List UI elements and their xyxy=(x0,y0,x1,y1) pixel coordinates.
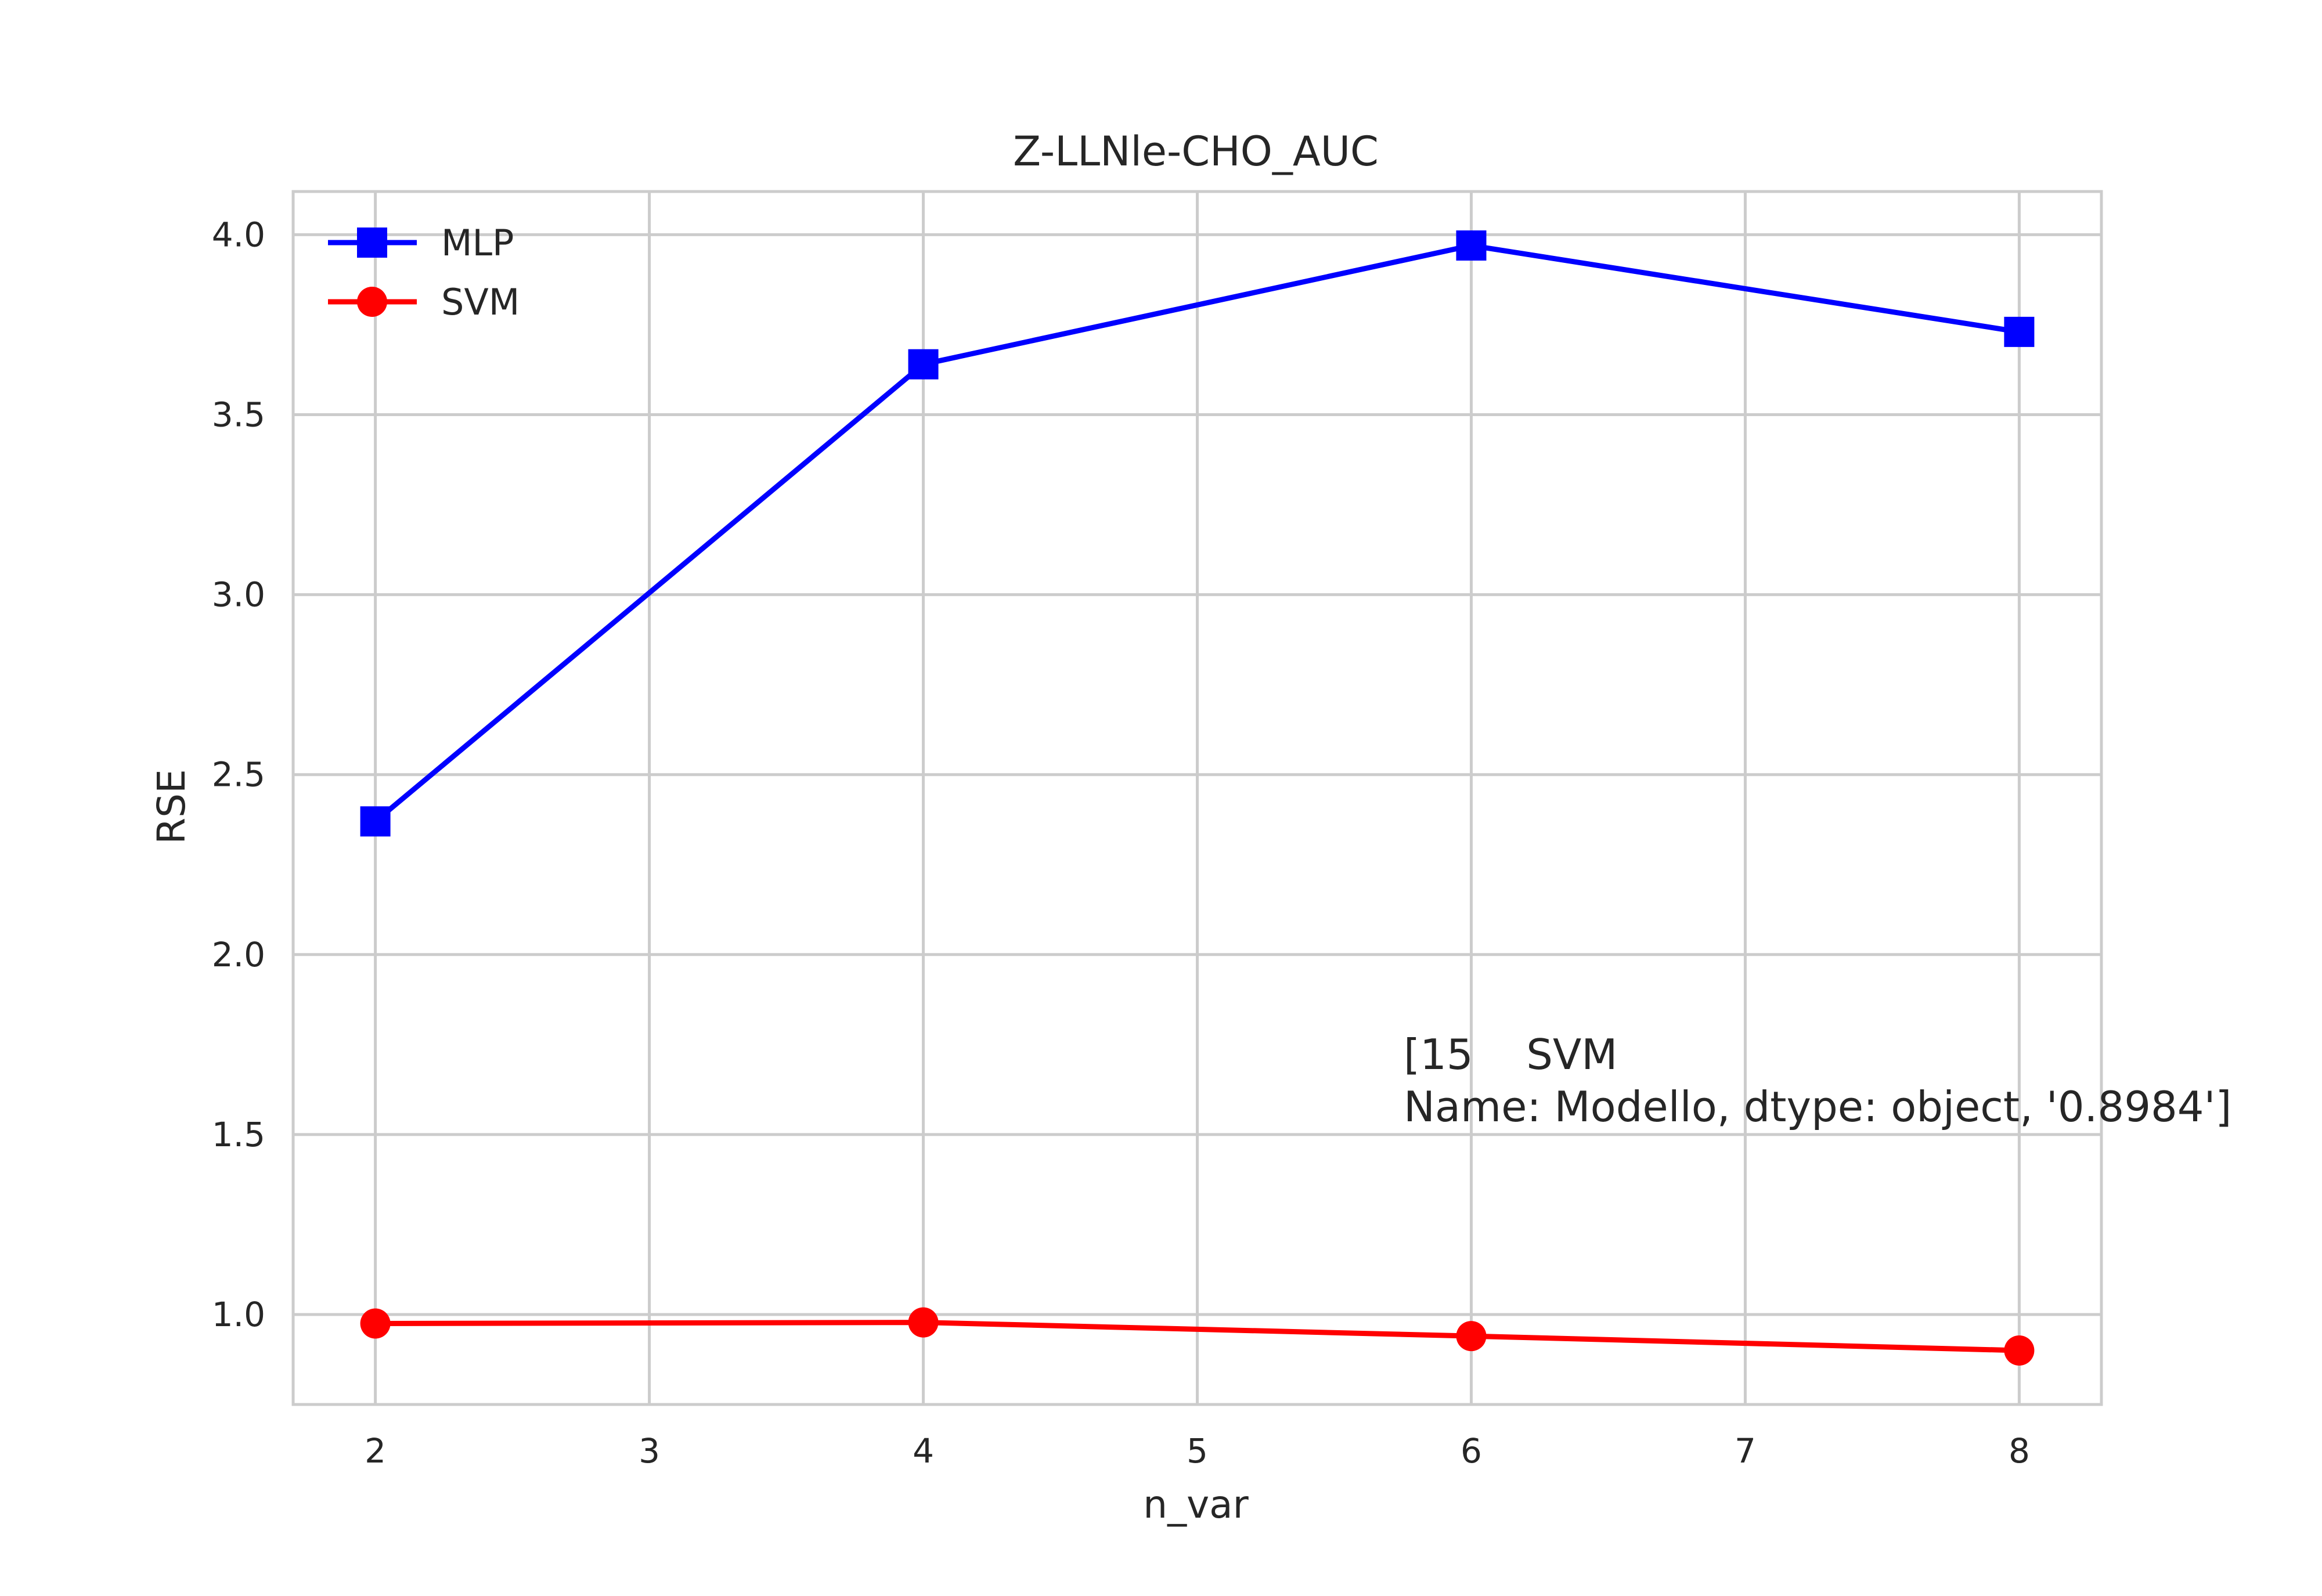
chart-title: Z-LLNle-CHO_AUC xyxy=(1013,128,1379,175)
x-axis-label: n_var xyxy=(1143,1482,1249,1527)
y-tick-label: 2.0 xyxy=(212,935,265,974)
x-tick-label: 2 xyxy=(365,1431,386,1471)
data-point-mlp xyxy=(908,349,939,380)
legend-label-svm: SVM xyxy=(441,281,520,323)
x-tick-label: 7 xyxy=(1735,1431,1756,1471)
data-point-mlp xyxy=(1456,230,1487,261)
annotation-line-2: Name: Modello, dtype: object, '0.8984'] xyxy=(1404,1082,2232,1131)
data-point-mlp xyxy=(360,806,391,837)
legend-mlp-marker xyxy=(357,228,387,258)
y-tick-label: 4.0 xyxy=(212,215,265,254)
series-line-mlp xyxy=(373,243,2020,824)
x-tick-label: 8 xyxy=(2009,1431,2030,1471)
x-tick-label: 3 xyxy=(639,1431,660,1471)
series-line-svm xyxy=(375,1320,2020,1353)
legend: MLP SVM xyxy=(328,222,520,323)
x-tick-label: 6 xyxy=(1461,1431,1482,1471)
data-point-svm xyxy=(360,1308,391,1339)
y-tick-label: 2.5 xyxy=(212,755,265,795)
x-tick-label: 4 xyxy=(913,1431,934,1471)
y-tick-label: 1.5 xyxy=(212,1115,265,1154)
y-tick-label: 1.0 xyxy=(212,1295,265,1334)
annotation-line-1: [15 SVM xyxy=(1404,1030,1617,1079)
plot-frame xyxy=(291,190,2103,1406)
data-point-svm xyxy=(908,1307,939,1338)
series xyxy=(360,230,2035,1366)
data-point-svm xyxy=(1456,1321,1487,1352)
y-axis-label: RSE xyxy=(149,769,194,844)
data-point-mlp xyxy=(2004,316,2035,347)
y-tick-label: 3.5 xyxy=(212,395,265,435)
x-tick-label: 5 xyxy=(1187,1431,1208,1471)
tick-labels: 2 3 4 5 6 7 8 1.0 1.5 2.0 2.5 3.0 3.5 4.0 xyxy=(212,215,2030,1471)
grid xyxy=(293,192,2101,1404)
data-point-svm xyxy=(2004,1335,2035,1366)
legend-label-mlp: MLP xyxy=(441,222,514,264)
legend-svm-marker xyxy=(357,287,387,317)
y-tick-label: 3.0 xyxy=(212,575,265,615)
